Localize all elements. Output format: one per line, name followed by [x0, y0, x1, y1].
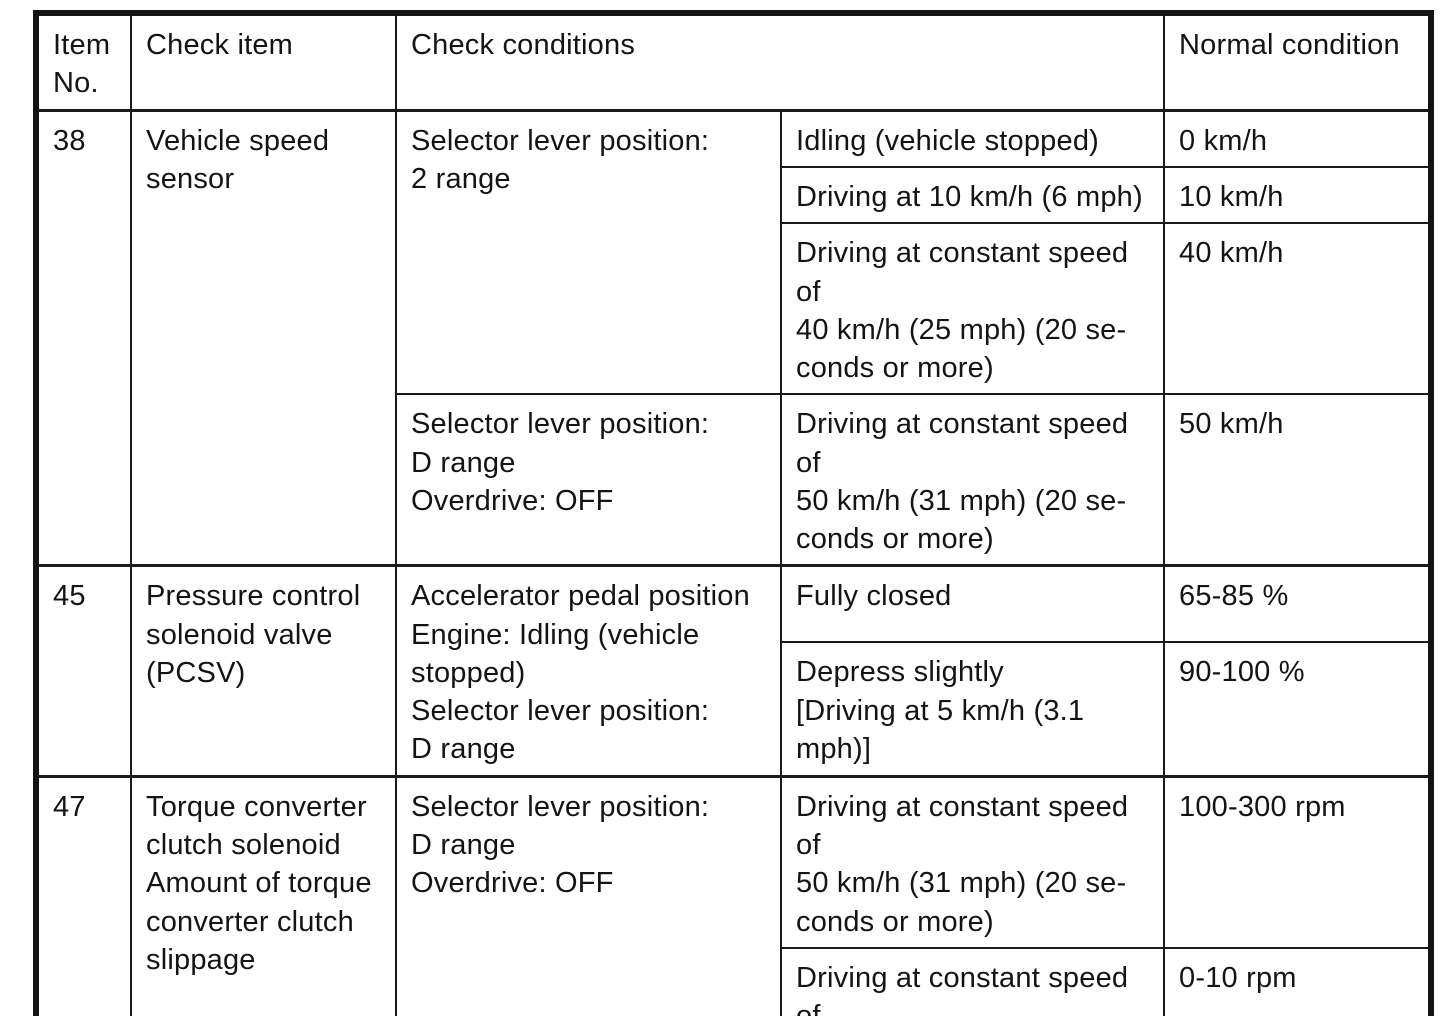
sub-condition-cell: Fully closed	[779, 564, 1166, 644]
check-conditions-table: Item No. Check item Check conditions Nor…	[33, 10, 1435, 1016]
sub-condition-cell: Driving at constant speed of 50 km/h (31…	[779, 774, 1166, 949]
table-row: Driving at constant speed of 70 km/h (43…	[36, 946, 1433, 1016]
condition-group-cell: Selector lever position: D range Overdri…	[395, 774, 782, 1016]
condition-group-cell: Accelerator pedal position Engine: Idlin…	[395, 564, 782, 778]
condition-group-cell: Selector lever position: D range Overdri…	[395, 393, 782, 567]
header-row: Item No. Check item Check conditions Nor…	[35, 11, 1433, 112]
normal-condition-cell: 90-100 %	[1163, 641, 1433, 778]
table-row: Driving at 10 km/h (6 mph) 10 km/h	[36, 166, 1433, 225]
sub-condition-cell: Driving at constant speed of 70 km/h (43…	[779, 946, 1166, 1016]
item-no-cell: 45	[35, 564, 132, 778]
header-check-item: Check item	[130, 11, 397, 112]
item-no-cell: 38	[35, 109, 132, 567]
normal-condition-cell: 10 km/h	[1163, 166, 1433, 225]
check-item-cell: Vehicle speed sensor	[130, 109, 397, 567]
sub-condition-cell: Driving at 10 km/h (6 mph)	[779, 166, 1166, 225]
normal-condition-cell: 50 km/h	[1163, 393, 1433, 567]
normal-condition-cell: 65-85 %	[1163, 564, 1433, 644]
normal-condition-cell: 40 km/h	[1163, 222, 1433, 396]
sub-condition-cell: Driving at constant speed of 50 km/h (31…	[779, 393, 1166, 567]
table-row: 47 Torque converter clutch solenoid Amou…	[35, 774, 1433, 1016]
header-normal-condition: Normal condition	[1163, 11, 1433, 112]
sub-condition-cell: Depress slightly [Driving at 5 km/h (3.1…	[779, 641, 1166, 778]
table-row: 45 Pressure control solenoid valve (PCSV…	[35, 564, 1433, 778]
table-row: Selector lever position: D range Overdri…	[36, 393, 1433, 567]
sub-condition-cell: Idling (vehicle stopped)	[779, 109, 1166, 169]
sub-condition-cell: Driving at constant speed of 40 km/h (25…	[779, 222, 1166, 396]
condition-group-cell: Selector lever position: 2 range	[395, 109, 782, 396]
normal-condition-cell: 0-10 rpm	[1163, 946, 1433, 1016]
header-check-conditions: Check conditions	[394, 11, 1166, 112]
check-item-cell: Pressure control solenoid valve (PCSV)	[130, 564, 397, 778]
table-row: Depress slightly [Driving at 5 km/h (3.1…	[36, 641, 1433, 778]
header-item-no: Item No.	[35, 11, 132, 112]
table-row: Driving at constant speed of 40 km/h (25…	[36, 222, 1433, 396]
check-item-cell: Torque converter clutch solenoid Amount …	[130, 774, 397, 1016]
table-row: 38 Vehicle speed sensor Selector lever p…	[35, 109, 1433, 567]
normal-condition-cell: 0 km/h	[1163, 109, 1433, 169]
item-no-cell: 47	[35, 774, 132, 1016]
normal-condition-cell: 100-300 rpm	[1163, 774, 1433, 949]
